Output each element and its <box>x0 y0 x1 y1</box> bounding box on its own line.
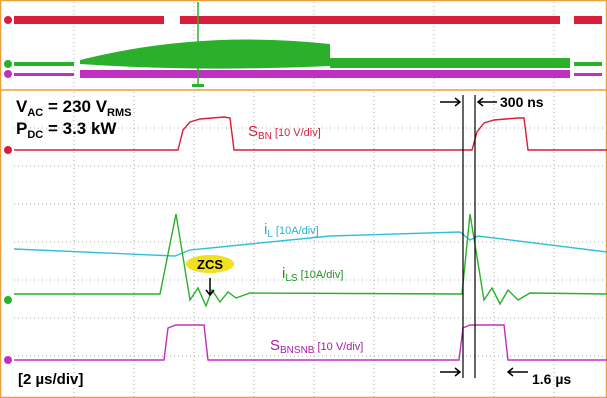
pulse-width: 1.6 µs <box>532 371 571 387</box>
ch2-marker <box>4 296 12 304</box>
scope-screen: VAC = 230 VRMS PDC = 3.3 kW SBN[10 V/div… <box>0 0 607 398</box>
ch1-marker <box>4 146 12 154</box>
timebase: [2 µs/div] <box>18 371 83 388</box>
ch3-marker <box>4 356 12 364</box>
zcs-label: ZCS <box>197 257 223 272</box>
dead-time: 300 ns <box>500 94 544 110</box>
page: VAC = 230 VRMS PDC = 3.3 kW SBN[10 V/div… <box>0 0 607 398</box>
